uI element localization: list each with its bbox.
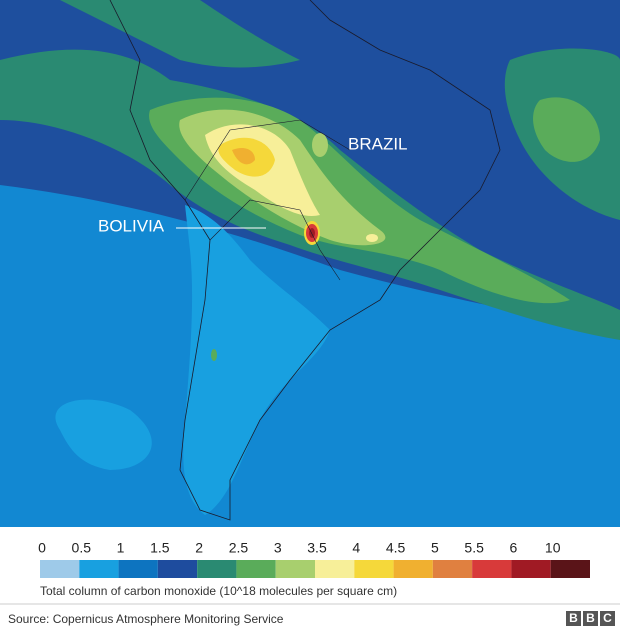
legend-swatch	[79, 560, 119, 578]
legend-swatch	[354, 560, 394, 578]
legend-swatch	[315, 560, 355, 578]
legend-tick-label: 1	[117, 540, 125, 556]
legend-tick-label: 2	[195, 540, 203, 556]
logo-letter: B	[586, 611, 595, 625]
logo-box	[566, 611, 581, 626]
legend-tick-label: 3.5	[307, 540, 327, 556]
map-label: BRAZIL	[348, 134, 408, 153]
logo-letter: C	[603, 611, 612, 625]
legend-swatch	[197, 560, 237, 578]
legend-swatch	[157, 560, 198, 578]
legend-caption: Total column of carbon monoxide (10^18 m…	[40, 584, 397, 598]
legend-tick-label: 5.5	[464, 540, 484, 556]
legend: 0 0.5 1 1.5 2 2.5 3 3.5 4 4.5 5 5.5 6 10	[38, 540, 590, 578]
legend-tick-label: 2.5	[229, 540, 249, 556]
legend-swatch	[472, 560, 512, 578]
legend-swatch	[393, 560, 433, 578]
legend-swatch	[511, 560, 551, 578]
legend-tick-label: 0	[38, 540, 46, 556]
source: Source: Copernicus Atmosphere Monitoring…	[8, 612, 284, 626]
legend-tick-label: 1.5	[150, 540, 170, 556]
logo-box	[600, 611, 615, 626]
legend-swatch	[236, 560, 276, 578]
legend-tick-label: 6	[510, 540, 518, 556]
legend-swatch	[40, 560, 80, 578]
legend-tick-label: 4.5	[386, 540, 406, 556]
map-label: BOLIVIA	[98, 216, 165, 235]
legend-tick-label: 5	[431, 540, 439, 556]
logo-letter: B	[569, 611, 578, 625]
legend-swatch	[432, 560, 473, 578]
legend-swatch	[118, 560, 158, 578]
legend-tick-label: 4	[352, 540, 360, 556]
legend-tick-label: 3	[274, 540, 282, 556]
map: BRAZIL BOLIVIA	[0, 0, 620, 527]
legend-swatch	[275, 560, 315, 578]
logo-box	[583, 611, 598, 626]
legend-swatch	[550, 560, 590, 578]
legend-tick-label: 0.5	[72, 540, 92, 556]
legend-tick-label: 10	[545, 540, 561, 556]
